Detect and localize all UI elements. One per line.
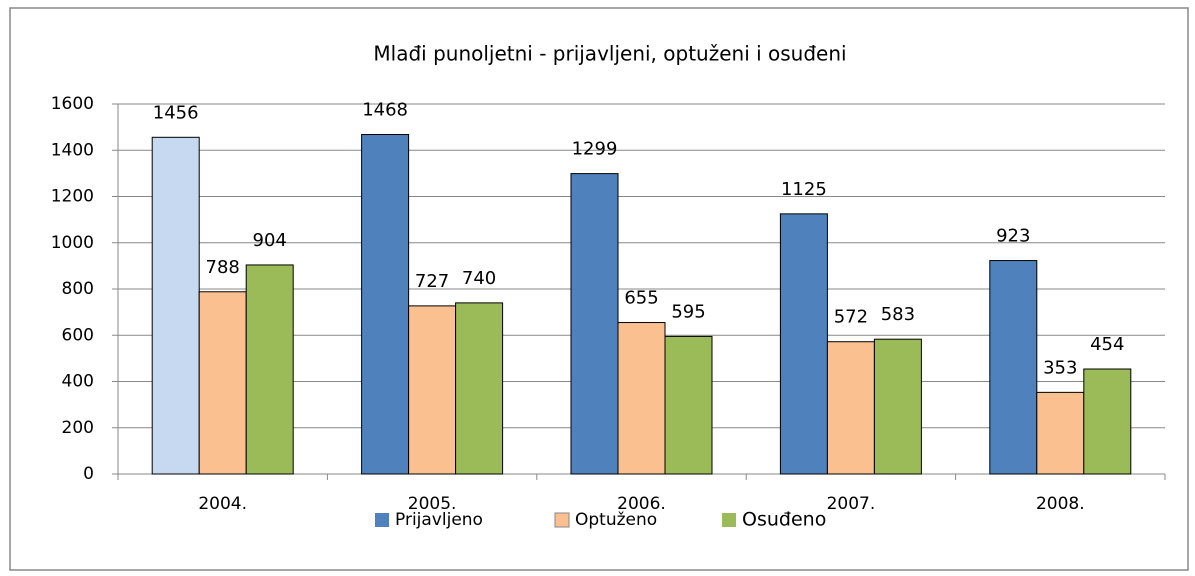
value-label: 904	[253, 230, 287, 251]
bar	[779, 213, 828, 475]
legend-label: Optuženo	[575, 510, 657, 530]
value-label: 454	[1090, 334, 1124, 355]
value-label: 595	[671, 301, 705, 322]
y-tick-label: 200	[62, 418, 94, 438]
y-tick-label: 1400	[51, 140, 94, 160]
chart-title: Mlađi punoljetni - prijavljeni, optuženi…	[373, 42, 846, 66]
y-tick-label: 1200	[51, 187, 94, 207]
y-tick-label: 800	[62, 279, 94, 299]
value-label: 655	[624, 288, 658, 309]
bar	[873, 338, 922, 475]
bar	[455, 302, 504, 475]
legend-swatch	[554, 512, 570, 528]
value-label: 572	[834, 307, 868, 328]
bar	[826, 341, 875, 475]
value-label: 583	[881, 304, 915, 325]
y-tick-label: 1600	[51, 94, 94, 114]
bar	[989, 260, 1038, 475]
bar	[570, 173, 619, 475]
legend-swatch	[722, 513, 736, 527]
y-tick-label: 600	[62, 325, 94, 345]
x-tick-label: 2007.	[827, 494, 876, 514]
x-tick-label: 2008.	[1036, 494, 1085, 514]
y-tick-label: 1000	[51, 233, 94, 253]
bar	[151, 136, 200, 475]
value-label: 727	[415, 271, 449, 292]
bar	[361, 134, 410, 475]
value-label: 740	[462, 268, 496, 289]
y-tick-label: 0	[83, 464, 94, 484]
value-label: 1456	[153, 102, 199, 123]
value-label: 923	[996, 226, 1030, 247]
x-tick-label: 2004.	[198, 494, 247, 514]
bar	[664, 335, 713, 475]
value-label: 1125	[781, 179, 827, 200]
value-label: 1299	[572, 139, 618, 160]
bar	[1083, 368, 1132, 475]
value-label: 353	[1043, 357, 1077, 378]
x-tick-label: 2006.	[617, 494, 666, 514]
y-tick-label: 400	[62, 372, 94, 392]
value-label: 788	[206, 257, 240, 278]
bar	[198, 291, 247, 475]
legend-swatch	[375, 513, 389, 527]
bar	[245, 264, 294, 475]
x-tick-label: 2005.	[408, 494, 457, 514]
bar	[408, 305, 457, 475]
bar	[1036, 391, 1085, 475]
bar	[617, 322, 666, 475]
legend-label: Osuđeno	[742, 509, 826, 531]
legend-label: Prijavljeno	[395, 510, 483, 530]
value-label: 1468	[362, 100, 408, 121]
